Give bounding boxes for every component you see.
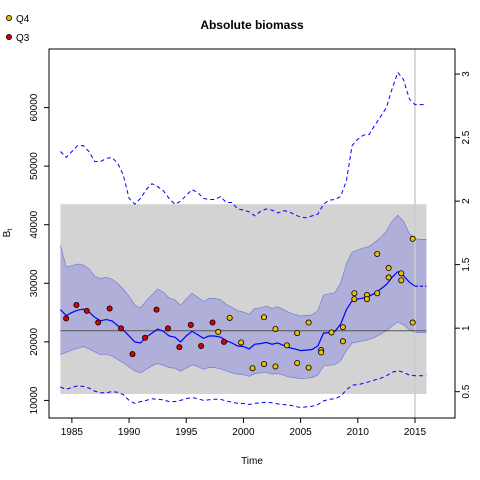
y-tick-label: 30000: [29, 269, 40, 297]
data-point-q3: [176, 344, 183, 351]
data-point-q3: [106, 305, 113, 312]
y-tick-label: 40000: [29, 210, 40, 238]
data-point-q3: [164, 325, 171, 332]
data-point-q4: [374, 250, 381, 257]
data-point-q4: [385, 265, 392, 272]
y-tick-label: 20000: [29, 328, 40, 356]
data-point-q4: [261, 361, 268, 368]
series-q3: [63, 301, 227, 358]
data-point-q4: [351, 290, 358, 297]
data-point-q4: [409, 319, 416, 326]
data-point-q3: [198, 342, 205, 349]
data-point-q4: [261, 314, 268, 321]
data-point-q4: [398, 277, 405, 284]
legend: Q4 Q3: [6, 14, 30, 44]
ci-lower-edge: [60, 321, 427, 380]
data-point-q4: [409, 235, 416, 242]
data-point-q4: [398, 270, 405, 277]
x-axis-label: Time: [241, 456, 263, 467]
plot-layers: [59, 49, 427, 418]
data-point-q4: [283, 342, 290, 349]
y2-tick-label: 3: [461, 71, 472, 77]
x-tick-label: 2005: [289, 427, 312, 438]
x-tick-label: 2000: [232, 427, 255, 438]
chart-title: Absolute biomass: [200, 18, 304, 32]
y2-tick-label: 1: [461, 325, 472, 331]
confidence-band: [60, 215, 427, 379]
data-point-q3: [83, 307, 90, 314]
y-tick-label: 60000: [29, 93, 40, 121]
data-point-q4: [226, 314, 233, 321]
y-axis-label: Bt: [2, 229, 14, 238]
outer-lower-line: [60, 370, 427, 409]
series-q4: [215, 235, 416, 372]
data-point-q3: [153, 306, 160, 313]
plot-frame: [48, 48, 456, 419]
data-point-q3: [63, 315, 70, 322]
data-point-q3: [209, 319, 216, 326]
legend-label-q3: Q3: [16, 33, 30, 44]
y-axis-label-group: Bt: [2, 229, 14, 238]
legend-label-q4: Q4: [16, 14, 30, 25]
data-point-q4: [294, 359, 301, 366]
x-tick-label: 2010: [347, 427, 370, 438]
data-point-q4: [363, 296, 370, 303]
plot-area: [59, 49, 427, 418]
data-point-q4: [339, 338, 346, 345]
data-point-q3: [118, 325, 125, 332]
y-axis-label-main: B: [2, 230, 13, 237]
data-point-q3: [73, 301, 80, 308]
legend-marker-q3: [6, 34, 12, 41]
x-tick-label: 2015: [404, 427, 427, 438]
outer-upper-line: [60, 71, 427, 219]
data-point-q4: [339, 324, 346, 331]
axes: 1985 1990 1995 2000 2005 2010 2015100002000030…: [29, 48, 472, 438]
data-point-q4: [385, 274, 392, 281]
data-point-q4: [249, 365, 256, 372]
data-point-q4: [305, 364, 312, 371]
y2-tick-label: 1.5: [461, 257, 472, 271]
data-point-q4: [272, 363, 279, 370]
y-tick-label: 10000: [29, 386, 40, 414]
data-point-q3: [95, 319, 102, 326]
data-point-q3: [187, 321, 194, 328]
data-point-q4: [272, 325, 279, 332]
y2-tick-label: 0.5: [461, 384, 472, 398]
y-axis-label-subscript: t: [7, 229, 14, 231]
y-tick-label: 50000: [29, 152, 40, 180]
y2-tick-label: 2: [461, 198, 472, 204]
data-point-q4: [305, 319, 312, 326]
x-tick-label: 1985: [61, 427, 84, 438]
x-tick-label: 1990: [118, 427, 141, 438]
x-tick-label: 1995: [175, 427, 198, 438]
data-point-q4: [215, 328, 222, 335]
ci-upper-edge: [60, 214, 427, 317]
data-point-q3: [142, 334, 149, 341]
legend-marker-q4: [6, 14, 12, 21]
data-point-q4: [374, 290, 381, 297]
data-point-q3: [129, 351, 136, 358]
data-point-q3: [220, 338, 227, 345]
data-point-q4: [318, 349, 325, 356]
y2-tick-label: 2.5: [461, 130, 472, 144]
data-point-q4: [328, 329, 335, 336]
data-point-q4: [238, 339, 245, 346]
data-point-q4: [351, 296, 358, 303]
data-point-q4: [294, 330, 301, 337]
